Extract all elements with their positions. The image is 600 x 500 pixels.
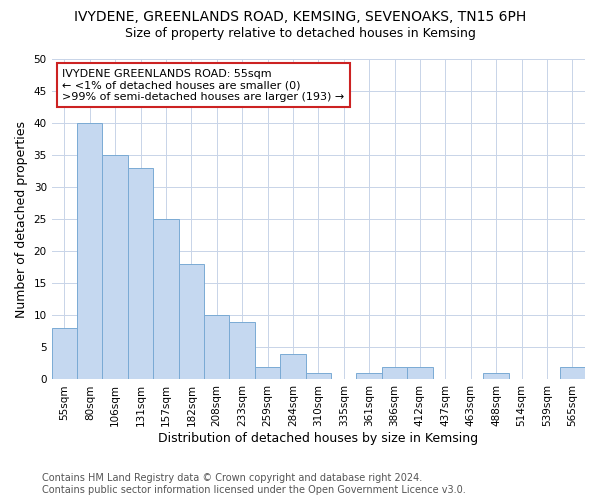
Bar bbox=[153, 219, 179, 380]
Bar bbox=[204, 316, 229, 380]
Bar bbox=[103, 155, 128, 380]
Bar bbox=[128, 168, 153, 380]
Bar bbox=[77, 123, 103, 380]
Bar bbox=[52, 328, 77, 380]
Bar bbox=[229, 322, 255, 380]
Text: Size of property relative to detached houses in Kemsing: Size of property relative to detached ho… bbox=[125, 28, 475, 40]
Bar bbox=[407, 366, 433, 380]
Bar bbox=[356, 373, 382, 380]
Bar bbox=[255, 366, 280, 380]
Bar bbox=[382, 366, 407, 380]
Bar bbox=[280, 354, 305, 380]
Text: IVYDENE, GREENLANDS ROAD, KEMSING, SEVENOAKS, TN15 6PH: IVYDENE, GREENLANDS ROAD, KEMSING, SEVEN… bbox=[74, 10, 526, 24]
Bar bbox=[179, 264, 204, 380]
Y-axis label: Number of detached properties: Number of detached properties bbox=[15, 120, 28, 318]
Text: IVYDENE GREENLANDS ROAD: 55sqm
← <1% of detached houses are smaller (0)
>99% of : IVYDENE GREENLANDS ROAD: 55sqm ← <1% of … bbox=[62, 68, 344, 102]
Bar bbox=[560, 366, 585, 380]
Text: Contains HM Land Registry data © Crown copyright and database right 2024.
Contai: Contains HM Land Registry data © Crown c… bbox=[42, 474, 466, 495]
Bar bbox=[305, 373, 331, 380]
X-axis label: Distribution of detached houses by size in Kemsing: Distribution of detached houses by size … bbox=[158, 432, 478, 445]
Bar bbox=[484, 373, 509, 380]
